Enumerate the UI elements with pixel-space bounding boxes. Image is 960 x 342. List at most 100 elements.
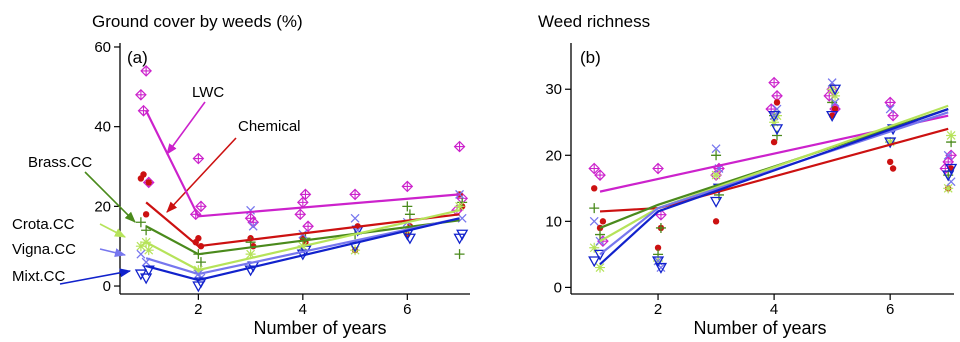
panel-a-fit-line-vigna-cc (145, 217, 460, 276)
panel-b-point-mixt-cc (884, 137, 897, 149)
panel-a-x-tick-label: 6 (403, 301, 411, 318)
panel-a-annotations: LWC Chemical Brass.CC Crota.CC Vigna.CC … (12, 84, 301, 285)
panel-a-point-crota-cc (135, 241, 146, 252)
panel-a: Ground cover by weeds (%) (a) Number of … (12, 12, 470, 338)
panel-b-point-crota-cc (885, 137, 896, 148)
panel-b-y-tick-label: 10 (545, 213, 562, 230)
panel-a-point-lwc (195, 200, 207, 213)
panel-b-title: Weed richness (538, 12, 650, 31)
panel-b-point-vigna-cc (589, 216, 599, 226)
panel-a-point-lwc (453, 140, 466, 153)
panel-a-point-mixt-cc (140, 273, 153, 285)
panel-b-point-crota-cc (943, 183, 954, 194)
panel-b-point-chemical (599, 218, 607, 225)
panel-b-points (588, 76, 958, 274)
panel-b-fit-line-mixt-cc (599, 108, 949, 266)
panel-a-fit-line-brass-cc (145, 219, 460, 256)
panel-a-point-lwc (135, 88, 147, 101)
panel-b-point-crota-cc (946, 130, 957, 141)
panel-b-point-lwc (652, 162, 664, 175)
panel-a-point-crota-cc (141, 237, 152, 248)
panel-b-point-brass-cc (711, 150, 722, 161)
panel-a-points (134, 65, 469, 293)
panel-a-label: (a) (127, 48, 148, 67)
panel-b-point-brass-cc (655, 222, 666, 233)
panel-a-point-crota-cc (143, 245, 154, 256)
panel-a-point-mixt-cc (456, 229, 469, 241)
panel-b-point-mixt-cc (709, 196, 723, 208)
panel-b-fit-lines (599, 104, 949, 266)
annotation-crota-cc: Crota.CC (12, 216, 75, 233)
panel-b-point-brass-cc (589, 203, 600, 214)
panel-b-x-tick-label: 4 (770, 301, 778, 318)
panel-b-point-crota-cc (595, 262, 606, 273)
panel-b-point-crota-cc (589, 242, 600, 253)
panel-a-point-lwc (302, 220, 314, 233)
panel-b-point-mixt-cc (588, 256, 601, 268)
panel-b-point-mixt-cc (651, 256, 665, 268)
panel-b-ticks: 2 4 6 0 10 20 30 (545, 81, 894, 318)
annotation-chemical: Chemical (238, 118, 301, 135)
panel-a-point-lwc (349, 188, 361, 201)
panel-b-point-lwc (884, 96, 897, 109)
panel-a-title: Ground cover by weeds (%) (92, 12, 303, 31)
annotation-arrow-brass-cc (84, 171, 136, 223)
panel-a-point-crota-cc (454, 201, 465, 212)
panel-a-point-lwc (299, 188, 312, 201)
panel-a-point-lwc (294, 208, 307, 221)
panel-a-point-vigna-cc (136, 249, 146, 259)
panel-b: Weed richness (b) Number of years 2 4 6 0 10… (538, 12, 958, 338)
panel-b-point-chemical (773, 99, 781, 106)
panel-a-point-brass-cc (404, 209, 415, 220)
panel-a-fit-lines (145, 110, 460, 282)
panel-a-y-tick-label: 60 (94, 39, 111, 56)
panel-b-y-tick-label: 30 (545, 81, 562, 98)
panel-b-label: (b) (580, 48, 601, 67)
panel-a-x-tick-label: 4 (299, 301, 307, 318)
panel-b-point-chemical (712, 218, 720, 225)
panel-b-point-vigna-cc (769, 111, 779, 121)
panel-b-point-vigna-cc (885, 104, 895, 114)
panel-b-point-mixt-cc (944, 163, 958, 175)
panel-a-point-vigna-cc (350, 213, 360, 223)
panel-a-fit-line-mixt-cc (145, 217, 460, 282)
panel-b-point-crota-cc (769, 117, 780, 128)
panel-b-point-mixt-cc (593, 249, 607, 261)
annotation-arrow-mixt-cc (59, 268, 132, 285)
panel-b-point-mixt-cc (828, 84, 842, 96)
panel-b-point-chemical (831, 105, 839, 113)
panel-b-point-vigna-cc (943, 150, 953, 160)
panel-b-point-crota-cc (711, 170, 722, 181)
panel-a-y-tick-label: 20 (94, 198, 111, 215)
annotation-brass-cc: Brass.CC (28, 154, 92, 171)
panel-a-point-lwc (192, 152, 205, 165)
panel-a-point-brass-cc (195, 257, 206, 268)
panel-a-annotation-arrows (59, 101, 237, 285)
panel-a-x-tick-label: 2 (194, 301, 202, 318)
panel-b-point-chemical (591, 185, 598, 192)
panel-b-point-mixt-cc (942, 170, 955, 182)
panel-b-x-tick-label: 6 (886, 301, 894, 318)
panel-a-fit-line-crota-cc (145, 209, 460, 272)
panel-a-y-tick-label: 0 (103, 278, 111, 295)
annotation-arrow-crota-cc (99, 223, 126, 238)
annotation-arrow-chemical (166, 137, 237, 213)
panel-b-point-mixt-cc (768, 111, 781, 122)
panel-a-point-chemical (140, 171, 147, 178)
panel-a-point-brass-cc (300, 233, 311, 244)
panel-b-x-axis-label: Number of years (693, 318, 826, 338)
panel-b-point-chemical (654, 244, 662, 251)
annotation-vigna-cc: Vigna.CC (12, 241, 76, 258)
panel-b-point-chemical (770, 138, 778, 146)
panel-a-point-chemical (142, 211, 150, 218)
panel-a-point-lwc (140, 65, 152, 77)
panel-b-point-mixt-cc (826, 111, 839, 122)
panel-a-fit-line-chemical (145, 201, 460, 248)
panel-b-y-tick-label: 20 (545, 147, 562, 164)
panel-a-x-axis-label: Number of years (253, 318, 386, 338)
panel-b-point-chemical (886, 158, 894, 166)
panel-b-fit-line-vigna-cc (599, 111, 949, 256)
panel-a-point-brass-cc (135, 217, 146, 228)
